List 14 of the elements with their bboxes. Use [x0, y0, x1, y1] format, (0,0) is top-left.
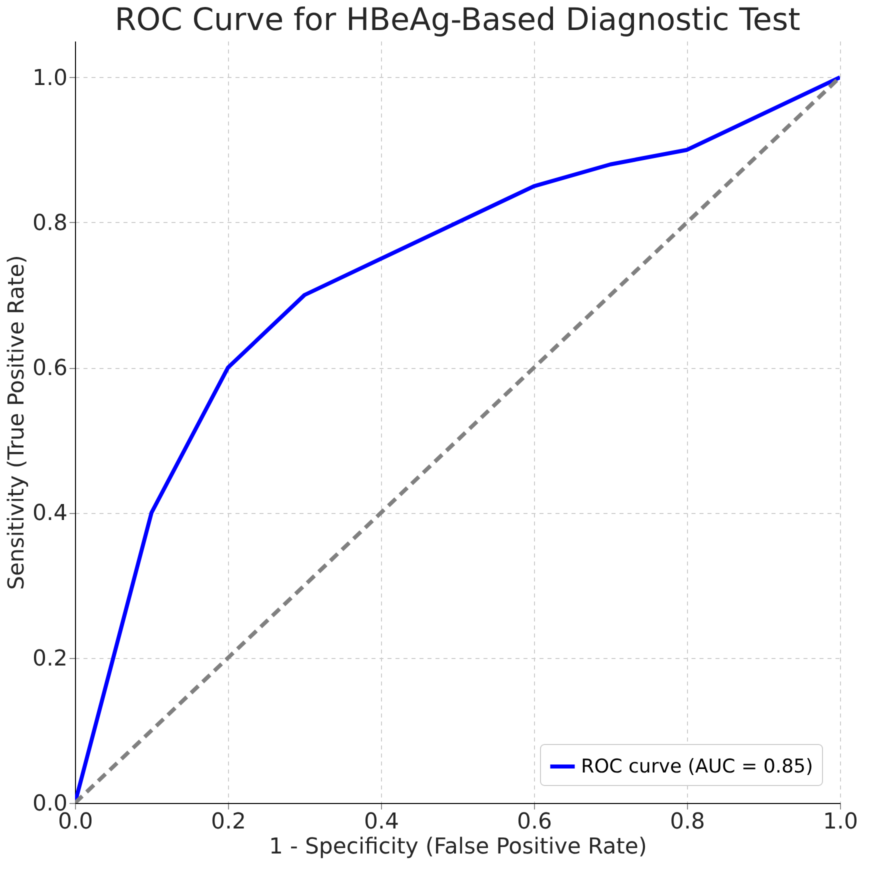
y-tick-label: 0.6: [32, 356, 68, 382]
x-tick-label: 0.4: [364, 810, 399, 834]
y-tick-label: 0.2: [32, 646, 68, 672]
y-tick-label: 0.4: [32, 501, 68, 526]
x-tick-label: 0.8: [670, 810, 705, 834]
x-tick-label: 0.6: [517, 810, 552, 834]
x-axis-title: 1 - Specificity (False Positive Rate): [269, 834, 647, 860]
y-tick-label: 1.0: [32, 66, 68, 91]
x-tick-label: 0.2: [211, 810, 246, 834]
chart-title: ROC Curve for HBeAg-Based Diagnostic Test: [114, 2, 800, 38]
y-tick-label: 0.8: [32, 210, 68, 236]
x-tick-label: 1.0: [823, 810, 858, 834]
y-axis-title: Sensitivity (True Positive Rate): [4, 255, 30, 590]
legend-label: ROC curve (AUC = 0.85): [581, 756, 814, 778]
